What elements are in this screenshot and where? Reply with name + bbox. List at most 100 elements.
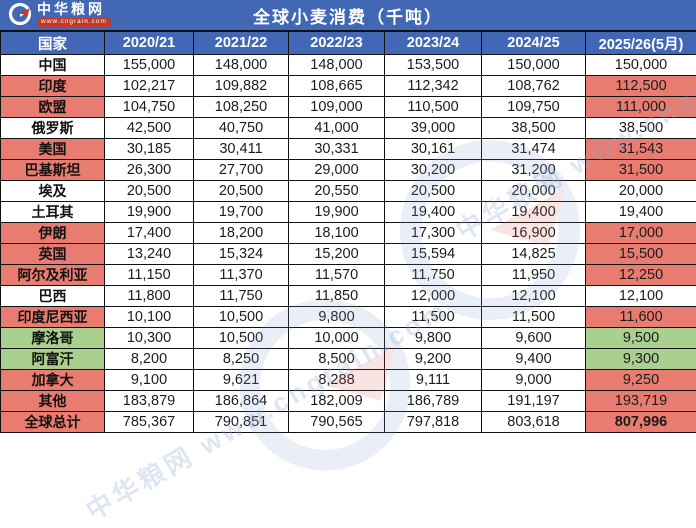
country-cell: 埃及 bbox=[1, 181, 105, 202]
country-cell: 中国 bbox=[1, 55, 105, 76]
value-cell: 20,500 bbox=[385, 181, 482, 202]
value-cell: 29,000 bbox=[289, 160, 385, 181]
column-header: 2024/25 bbox=[482, 32, 586, 55]
value-cell: 31,500 bbox=[586, 160, 696, 181]
value-cell: 112,342 bbox=[385, 76, 482, 97]
value-cell: 17,400 bbox=[105, 223, 194, 244]
value-cell: 15,200 bbox=[289, 244, 385, 265]
value-cell: 9,600 bbox=[482, 328, 586, 349]
value-cell: 9,100 bbox=[105, 370, 194, 391]
value-cell: 186,789 bbox=[385, 391, 482, 412]
value-cell: 8,200 bbox=[105, 349, 194, 370]
column-header: 2025/26(5月) bbox=[586, 32, 696, 55]
value-cell: 9,621 bbox=[194, 370, 289, 391]
value-cell: 13,240 bbox=[105, 244, 194, 265]
value-cell: 150,000 bbox=[482, 55, 586, 76]
value-cell: 40,750 bbox=[194, 118, 289, 139]
value-cell: 41,000 bbox=[289, 118, 385, 139]
value-cell: 11,850 bbox=[289, 286, 385, 307]
country-cell: 巴基斯坦 bbox=[1, 160, 105, 181]
value-cell: 9,300 bbox=[586, 349, 696, 370]
value-cell: 182,009 bbox=[289, 391, 385, 412]
value-cell: 109,000 bbox=[289, 97, 385, 118]
value-cell: 30,161 bbox=[385, 139, 482, 160]
country-cell: 俄罗斯 bbox=[1, 118, 105, 139]
value-cell: 193,719 bbox=[586, 391, 696, 412]
country-cell: 巴西 bbox=[1, 286, 105, 307]
value-cell: 12,250 bbox=[586, 265, 696, 286]
value-cell: 16,900 bbox=[482, 223, 586, 244]
value-cell: 11,950 bbox=[482, 265, 586, 286]
value-cell: 15,324 bbox=[194, 244, 289, 265]
value-cell: 803,618 bbox=[482, 412, 586, 433]
value-cell: 153,500 bbox=[385, 55, 482, 76]
value-cell: 108,762 bbox=[482, 76, 586, 97]
value-cell: 108,250 bbox=[194, 97, 289, 118]
value-cell: 112,500 bbox=[586, 76, 696, 97]
value-cell: 10,500 bbox=[194, 328, 289, 349]
value-cell: 10,300 bbox=[105, 328, 194, 349]
value-cell: 19,400 bbox=[586, 202, 696, 223]
value-cell: 111,000 bbox=[586, 97, 696, 118]
top-bar: 中华粮网 www.cngrain.com 全球小麦消费（千吨） bbox=[0, 0, 696, 31]
country-cell: 加拿大 bbox=[1, 370, 105, 391]
value-cell: 14,825 bbox=[482, 244, 586, 265]
value-cell: 9,000 bbox=[482, 370, 586, 391]
value-cell: 12,000 bbox=[385, 286, 482, 307]
column-header: 国家 bbox=[1, 32, 105, 55]
value-cell: 797,818 bbox=[385, 412, 482, 433]
value-cell: 9,250 bbox=[586, 370, 696, 391]
value-cell: 109,882 bbox=[194, 76, 289, 97]
value-cell: 11,500 bbox=[385, 307, 482, 328]
value-cell: 110,500 bbox=[385, 97, 482, 118]
value-cell: 20,000 bbox=[482, 181, 586, 202]
value-cell: 186,864 bbox=[194, 391, 289, 412]
value-cell: 17,000 bbox=[586, 223, 696, 244]
value-cell: 11,800 bbox=[105, 286, 194, 307]
value-cell: 20,500 bbox=[105, 181, 194, 202]
country-cell: 全球总计 bbox=[1, 412, 105, 433]
column-header: 2022/23 bbox=[289, 32, 385, 55]
country-cell: 其他 bbox=[1, 391, 105, 412]
value-cell: 19,400 bbox=[482, 202, 586, 223]
value-cell: 31,543 bbox=[586, 139, 696, 160]
value-cell: 9,200 bbox=[385, 349, 482, 370]
value-cell: 11,570 bbox=[289, 265, 385, 286]
value-cell: 38,500 bbox=[482, 118, 586, 139]
country-cell: 土耳其 bbox=[1, 202, 105, 223]
value-cell: 30,185 bbox=[105, 139, 194, 160]
country-cell: 印度 bbox=[1, 76, 105, 97]
value-cell: 17,300 bbox=[385, 223, 482, 244]
value-cell: 790,565 bbox=[289, 412, 385, 433]
country-cell: 阿尔及利亚 bbox=[1, 265, 105, 286]
value-cell: 20,550 bbox=[289, 181, 385, 202]
value-cell: 108,665 bbox=[289, 76, 385, 97]
country-cell: 英国 bbox=[1, 244, 105, 265]
value-cell: 30,331 bbox=[289, 139, 385, 160]
value-cell: 9,400 bbox=[482, 349, 586, 370]
column-header: 2020/21 bbox=[105, 32, 194, 55]
value-cell: 27,700 bbox=[194, 160, 289, 181]
value-cell: 11,750 bbox=[194, 286, 289, 307]
value-cell: 807,996 bbox=[586, 412, 696, 433]
value-cell: 11,150 bbox=[105, 265, 194, 286]
value-cell: 19,900 bbox=[289, 202, 385, 223]
value-cell: 31,474 bbox=[482, 139, 586, 160]
value-cell: 10,100 bbox=[105, 307, 194, 328]
value-cell: 10,500 bbox=[194, 307, 289, 328]
